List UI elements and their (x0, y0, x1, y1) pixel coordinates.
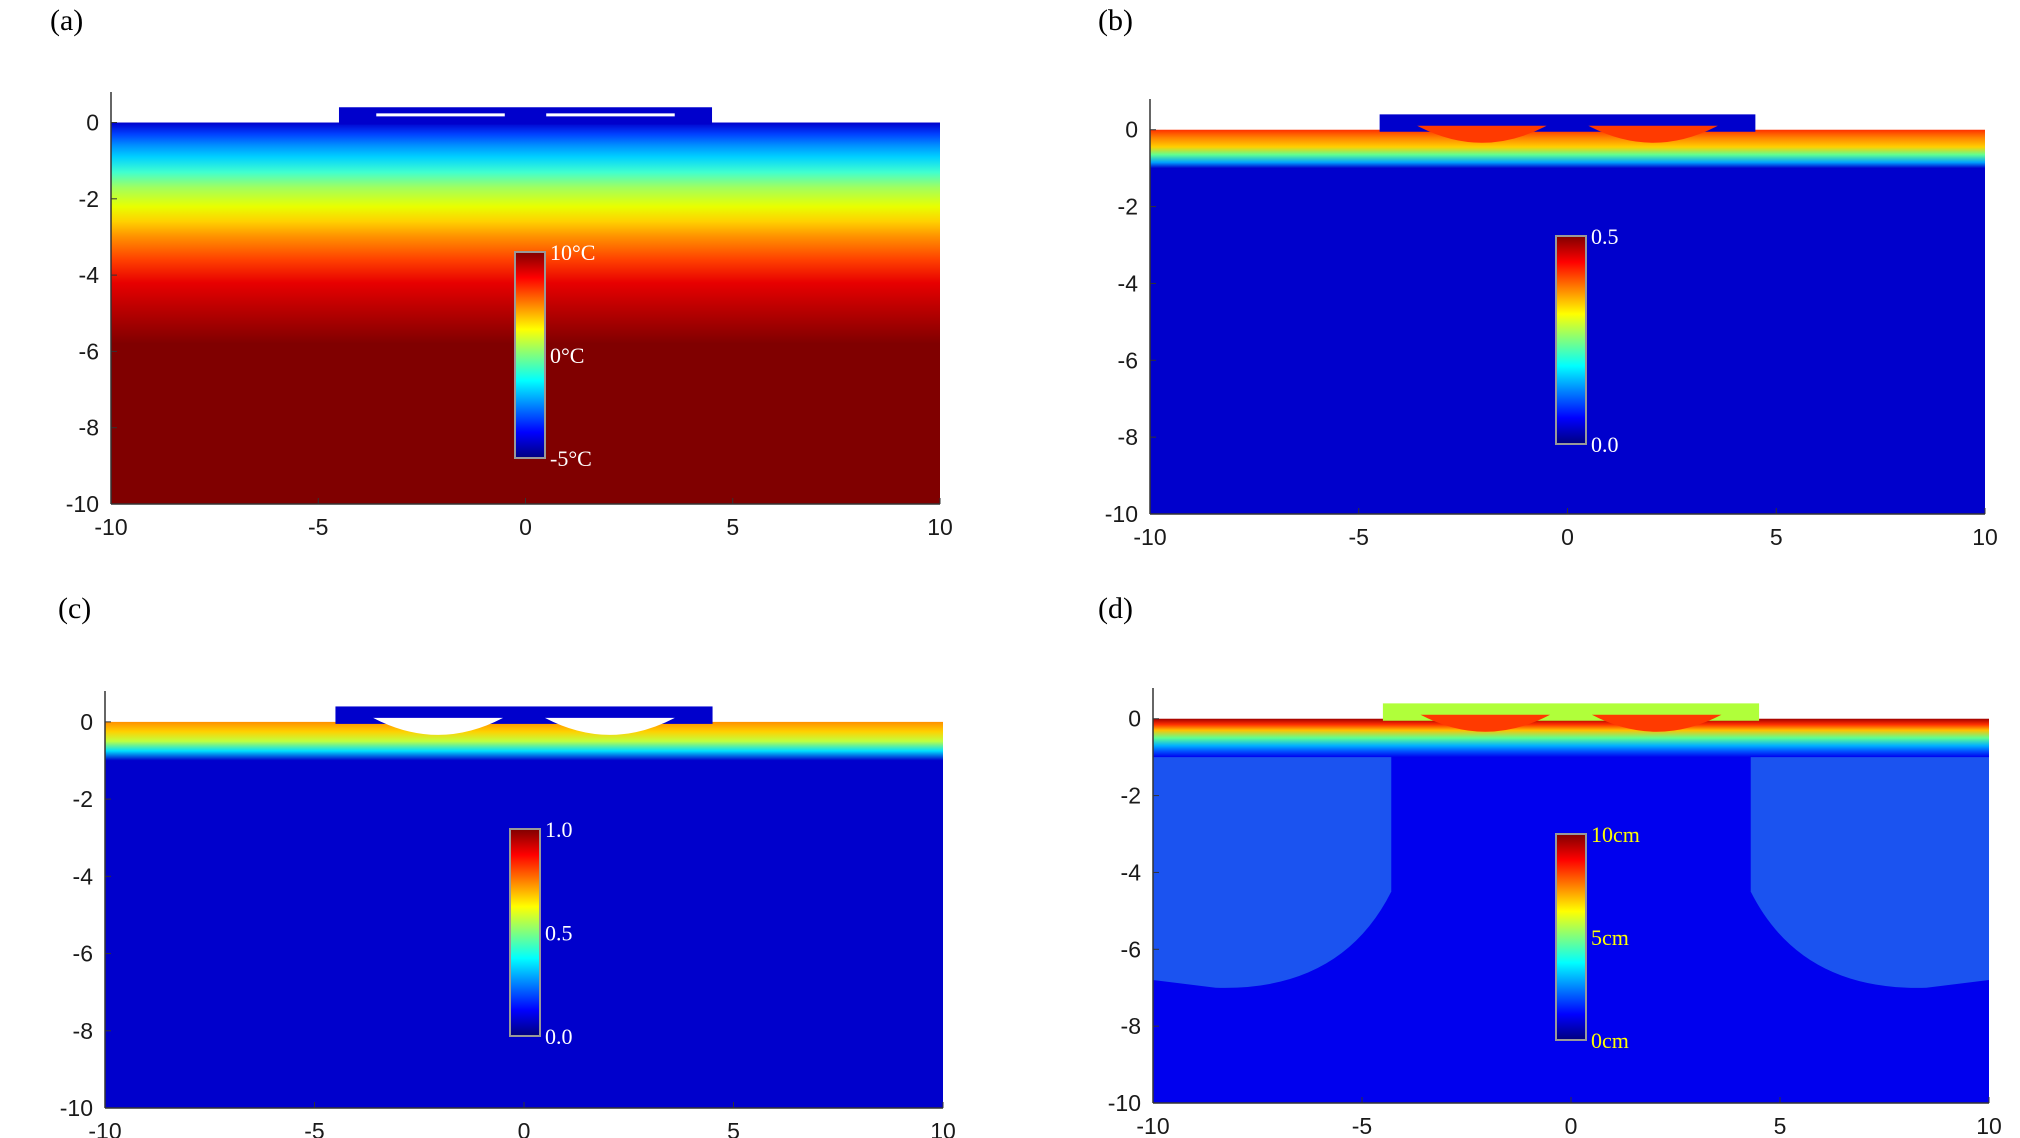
duct-opening (373, 717, 504, 735)
y-tick-label: 0 (86, 110, 99, 136)
x-tick-label: -10 (88, 1118, 121, 1138)
x-tick-label: 5 (1770, 524, 1783, 550)
x-tick-label: -5 (308, 514, 328, 540)
x-tick-label: -10 (1133, 524, 1166, 550)
lateral-lobe-right (1750, 757, 1989, 988)
x-tick-label: 0 (1561, 524, 1574, 550)
y-tick-label: -4 (1118, 270, 1139, 296)
panel-d: (d) 0 -2 -4 -6 -8 -10 -10 -5 0 5 10 10cm 5cm 0cm (1010, 569, 2020, 1138)
y-tick-label: 0 (1128, 706, 1141, 732)
panel-label: (a) (50, 4, 84, 37)
x-tick-label: -10 (94, 514, 127, 540)
colorbar-label: -5°C (550, 446, 592, 471)
y-tick-label: -6 (1118, 347, 1138, 373)
duct-opening (544, 717, 675, 735)
duct-opening (1417, 125, 1547, 143)
y-tick-label: -2 (1118, 194, 1138, 220)
x-tick-label: 5 (1774, 1113, 1787, 1138)
colorbar-label: 0.0 (545, 1024, 573, 1049)
y-tick-label: 0 (80, 709, 93, 735)
x-tick-label: -5 (1349, 524, 1369, 550)
y-tick-label: -6 (1121, 936, 1141, 962)
colorbar (1555, 235, 1587, 445)
lateral-lobe-left (1153, 757, 1392, 988)
panel-a: (a) 0 -2 -4 -6 -8 -10 -10 -5 0 5 10 10°C 0°C -5°C (0, 0, 1010, 569)
heatmap-chart: 0 -2 -4 -6 -8 -10-10 -5 0 5 10 0.5 0.0 (1105, 99, 1998, 550)
x-tick-label: 5 (726, 514, 739, 540)
y-tick-label: -4 (73, 863, 94, 889)
y-tick-label: -10 (1108, 1090, 1141, 1116)
y-tick-label: -10 (1105, 501, 1138, 527)
y-tick-label: -6 (79, 338, 99, 364)
structure-top (338, 107, 713, 125)
colorbar-label: 10cm (1591, 822, 1640, 847)
duct-opening (1420, 714, 1551, 732)
panel-label: (b) (1098, 4, 1133, 37)
y-tick-label: -6 (73, 941, 93, 967)
colorbar-label: 0.0 (1591, 432, 1619, 457)
heatmap-chart: 0 -2 -4 -6 -8 -10-10 -5 0 5 10 1.0 0.5 0.0 (60, 691, 956, 1138)
x-tick-label: 10 (1972, 524, 1998, 550)
y-tick-label: -2 (1121, 783, 1141, 809)
colorbar-label: 0cm (1591, 1028, 1629, 1053)
x-tick-label: 10 (927, 514, 953, 540)
colorbar (509, 828, 541, 1037)
y-tick-label: 0 (1125, 117, 1138, 143)
colorbar (1555, 833, 1587, 1041)
y-tick-label: -10 (60, 1095, 93, 1121)
colorbar-label: 1.0 (545, 817, 573, 842)
x-tick-label: 0 (519, 514, 532, 540)
colorbar-label: 0.5 (1591, 224, 1619, 249)
y-tick-label: -8 (79, 415, 99, 441)
x-tick-label: 0 (518, 1118, 531, 1138)
x-tick-label: -10 (1136, 1113, 1169, 1138)
duct-opening (1591, 714, 1722, 732)
panel-label: (c) (58, 592, 92, 625)
heatmap-chart: 0 -2 -4 -6 -8 -10-10 -5 0 5 10 10cm 5cm 0cm (1108, 688, 2002, 1138)
panel-b: (b) 0 -2 -4 -6 -8 -10 -10 -5 0 5 10 0.5 0.0 (1010, 0, 2020, 569)
y-tick-label: -10 (66, 491, 99, 517)
y-tick-label: -2 (73, 786, 93, 812)
heatmap-chart: 0 -2 -4 -6 -8 -10-10 -5 0 5 10 10°C 0°C -5°C (66, 92, 953, 540)
y-tick-label: -8 (73, 1018, 93, 1044)
y-tick-label: -4 (79, 262, 100, 288)
x-tick-label: 5 (727, 1118, 740, 1138)
colorbar-label: 5cm (1591, 925, 1629, 950)
colorbar-label: 0.5 (545, 921, 573, 946)
x-tick-label: 10 (930, 1118, 956, 1138)
x-tick-label: 0 (1565, 1113, 1578, 1138)
x-tick-label: 10 (1976, 1113, 2002, 1138)
colorbar-label: 0°C (550, 343, 584, 368)
y-tick-label: -8 (1121, 1013, 1141, 1039)
panel-label: (d) (1098, 592, 1133, 625)
colorbar (514, 251, 546, 459)
duct-opening (1588, 125, 1718, 143)
x-tick-label: -5 (1352, 1113, 1372, 1138)
y-tick-label: -2 (79, 186, 99, 212)
panel-c: (c) 0 -2 -4 -6 -8 -10 -10 -5 0 5 10 1.0 0.5 0.0 (0, 569, 1010, 1138)
y-tick-label: -4 (1121, 859, 1142, 885)
colorbar-label: 10°C (550, 240, 595, 265)
x-tick-label: -5 (304, 1118, 324, 1138)
y-tick-label: -8 (1118, 424, 1138, 450)
